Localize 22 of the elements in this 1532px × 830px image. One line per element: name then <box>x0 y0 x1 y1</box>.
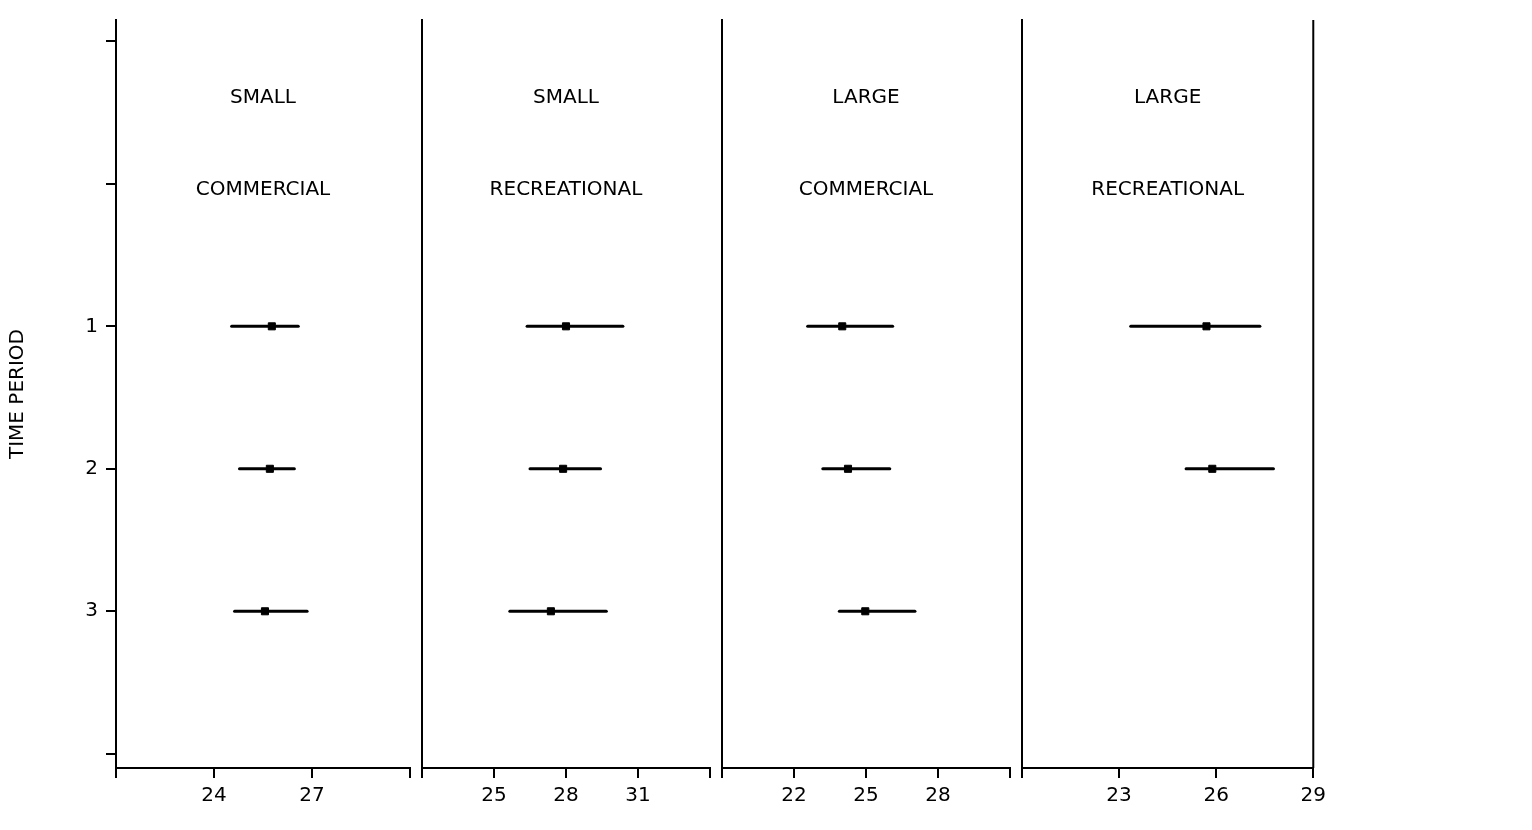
x-tick-label: 27 <box>299 782 325 807</box>
y-tick-label: 3 <box>85 597 98 622</box>
x-tick-label: 22 <box>781 782 807 807</box>
y-axis-title: TIME PERIOD <box>4 329 29 460</box>
x-tick-label: 28 <box>925 782 951 807</box>
y-tick-label: 1 <box>85 312 98 337</box>
point <box>260 607 269 616</box>
chart-title: LARGE RECREATIONAL <box>1091 84 1245 201</box>
x-tick-label: 26 <box>1203 782 1229 807</box>
x-tick-label: 25 <box>481 782 507 807</box>
chart-title: SMALL RECREATIONAL <box>489 84 643 201</box>
point <box>267 322 276 331</box>
chart-title: LARGE COMMERCIAL <box>798 84 934 201</box>
point <box>265 464 274 473</box>
x-tick-label: 23 <box>1106 782 1132 807</box>
chart-title: SMALL COMMERCIAL <box>195 84 331 201</box>
y-tick-label: 2 <box>85 455 98 479</box>
x-tick-label: 31 <box>625 782 651 807</box>
x-tick-label: 24 <box>201 782 227 807</box>
x-tick-label: 25 <box>853 782 879 807</box>
x-tick-label: 29 <box>1300 782 1326 807</box>
x-tick-label: 28 <box>553 782 579 807</box>
